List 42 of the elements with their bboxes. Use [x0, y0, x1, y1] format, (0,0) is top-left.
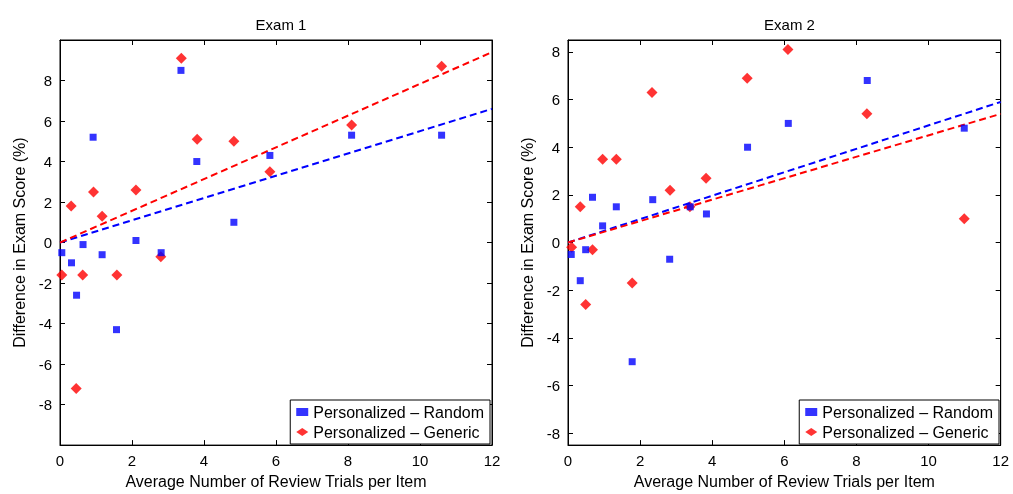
y-tick-label: -4 — [546, 329, 560, 347]
y-tick-label: -8 — [38, 396, 52, 414]
x-tick-label: 2 — [635, 452, 645, 470]
x-tick-label: 12 — [483, 452, 501, 470]
x-tick-label: 8 — [852, 452, 861, 470]
y-tick-label: -6 — [38, 355, 52, 373]
x-tick-label: 4 — [708, 452, 717, 470]
y-tick-label: 0 — [43, 234, 52, 252]
y-tick-label: 0 — [551, 234, 560, 252]
x-axis-title: Average Number of Review Trials per Item — [125, 472, 427, 490]
x-tick-label: 12 — [992, 452, 1009, 470]
y-axis-title: Difference in Exam Score (%) — [11, 137, 29, 348]
x-tick-label: 2 — [127, 452, 137, 470]
y-tick-label: -6 — [546, 377, 560, 395]
y-tick-label: 6 — [551, 91, 560, 109]
y-axis-title: Difference in Exam Score (%) — [519, 137, 537, 348]
y-tick-label: 4 — [551, 138, 560, 156]
chart-title: Exam 1 — [255, 16, 307, 33]
y-tick-label: 6 — [43, 112, 52, 130]
x-axis-title: Average Number of Review Trials per Item — [633, 472, 935, 490]
legend-label: Personalized – Generic — [313, 423, 480, 441]
x-tick-label: 6 — [271, 452, 281, 470]
x-tick-label: 6 — [780, 452, 789, 470]
y-tick-label: 8 — [43, 72, 52, 90]
y-tick-label: 2 — [43, 193, 52, 211]
y-tick-label: -2 — [38, 274, 52, 292]
legend-label: Personalized – Random — [822, 403, 993, 421]
x-tick-label: 10 — [411, 452, 429, 470]
y-tick-label: 8 — [551, 43, 560, 61]
x-tick-label: 10 — [920, 452, 937, 470]
y-tick-label: 2 — [551, 186, 560, 204]
legend-label: Personalized – Random — [313, 403, 484, 421]
x-tick-label: 0 — [55, 452, 65, 470]
y-tick-label: -4 — [38, 315, 52, 333]
legend-label: Personalized – Generic — [822, 423, 989, 441]
x-tick-label: 8 — [343, 452, 353, 470]
x-tick-label: 4 — [199, 452, 209, 470]
x-tick-label: 0 — [563, 452, 573, 470]
y-tick-label: -8 — [546, 424, 560, 442]
y-tick-label: 4 — [43, 153, 52, 171]
y-tick-label: -2 — [546, 281, 560, 299]
chart-title: Exam 2 — [764, 16, 815, 33]
